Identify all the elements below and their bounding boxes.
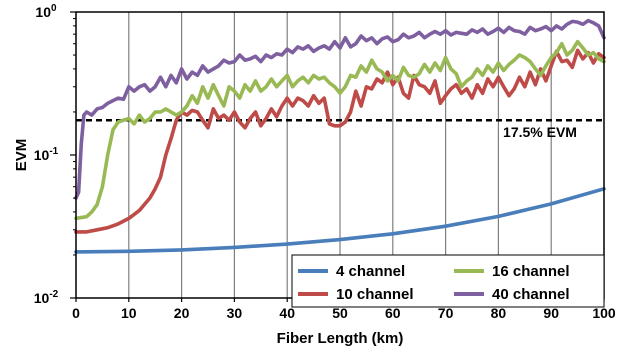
x-tick-label: 80 (491, 305, 507, 321)
x-tick-label: 100 (592, 305, 616, 321)
x-tick-label: 90 (543, 305, 559, 321)
legend-label-16-channel: 16 channel (492, 263, 570, 280)
x-tick-label: 0 (72, 305, 80, 321)
y-axis-label: EVM (13, 139, 30, 172)
series-lines (74, 18, 606, 254)
series-line-4-channel (74, 187, 606, 254)
y-tick-label: 100 (35, 3, 57, 20)
y-tick-label: 10-1 (34, 146, 59, 163)
legend-box (291, 254, 605, 308)
legend: 4 channel 10 channel 16 channel 40 channel (291, 254, 605, 308)
legend-items: 4 channel 10 channel 16 channel 40 channel (298, 263, 570, 303)
legend-label-40-channel: 40 channel (492, 286, 570, 303)
series-line-10-channel (74, 48, 606, 234)
series-line-16-channel (74, 39, 606, 221)
series-line-40-channel (74, 18, 606, 200)
legend-label-4-channel: 4 channel (336, 263, 405, 280)
x-tick-label: 10 (121, 305, 137, 321)
y-tick-label: 10-2 (34, 289, 59, 306)
legend-label-10-channel: 10 channel (336, 286, 414, 303)
x-tick-label: 20 (174, 305, 190, 321)
reference-line-label: 17.5% EVM (503, 124, 577, 140)
y-axis-ticks: 10-2 10-1 100 (34, 3, 76, 306)
x-tick-label: 60 (385, 305, 401, 321)
x-tick-label: 70 (438, 305, 454, 321)
x-axis-ticks: 0 10 20 30 40 50 60 70 80 90 100 (72, 298, 616, 321)
x-tick-label: 50 (332, 305, 348, 321)
x-tick-label: 40 (279, 305, 295, 321)
x-axis-label: Fiber Length (km) (277, 330, 404, 347)
x-tick-label: 30 (227, 305, 243, 321)
